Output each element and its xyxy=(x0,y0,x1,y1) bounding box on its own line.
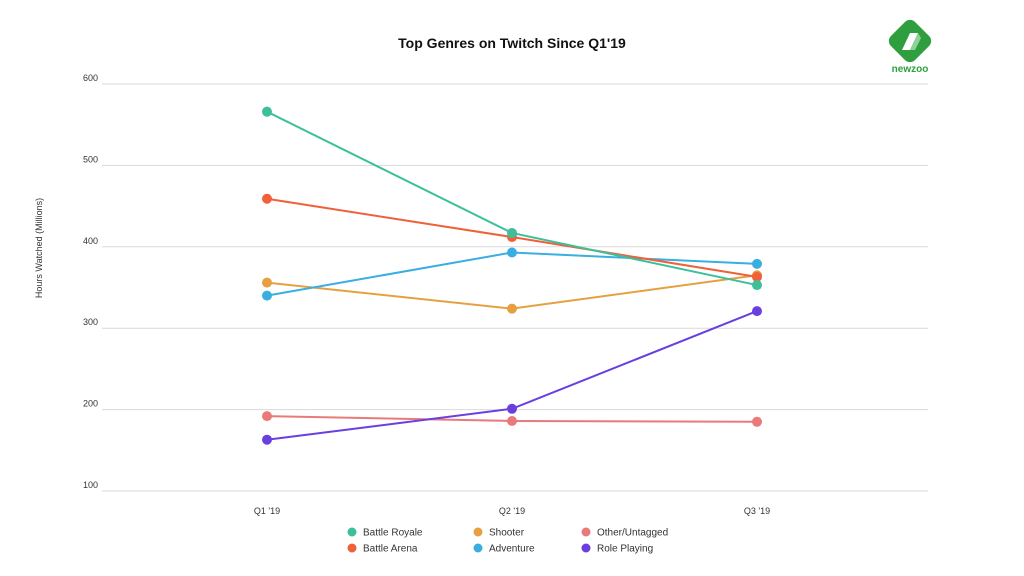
y-tick-label: 200 xyxy=(83,399,98,409)
legend-label: Adventure xyxy=(489,544,535,555)
data-point-adventure xyxy=(752,258,762,269)
chart-title: Top Genres on Twitch Since Q1'19 xyxy=(398,35,626,51)
logo-text: newzoo xyxy=(892,64,929,75)
legend-swatch xyxy=(347,543,357,553)
data-point-role-playing xyxy=(262,434,272,445)
series-group xyxy=(262,106,762,445)
newzoo-logo-icon xyxy=(888,19,932,63)
legend-label: Battle Arena xyxy=(363,544,418,555)
legend-label: Battle Royale xyxy=(363,528,423,539)
data-point-other-untagged xyxy=(262,411,272,422)
series-line-battle-royale xyxy=(266,110,758,287)
legend-item-shooter: Shooter xyxy=(473,527,525,539)
legend-item-battle-royale: Battle Royale xyxy=(347,527,423,539)
y-axis-label: Hours Watched (Millions) xyxy=(34,198,44,298)
legend-label: Shooter xyxy=(489,528,525,539)
legend-swatch xyxy=(581,527,591,537)
legend-label: Other/Untagged xyxy=(597,528,668,539)
legend-swatch xyxy=(581,543,591,553)
series-adventure xyxy=(262,247,762,301)
data-point-battle-arena xyxy=(752,271,762,282)
data-point-battle-royale xyxy=(507,227,517,238)
y-tick-label: 300 xyxy=(83,317,98,327)
data-point-adventure xyxy=(262,290,272,301)
data-point-battle-royale xyxy=(262,106,272,117)
data-point-shooter xyxy=(262,277,272,288)
legend-item-role-playing: Role Playing xyxy=(581,543,653,555)
legend-swatch xyxy=(473,527,483,537)
y-tick-label: 400 xyxy=(83,236,98,246)
series-shooter xyxy=(262,270,762,314)
x-axis-ticks: Q1 '19 Q2 '19 Q3 '19 xyxy=(254,506,770,516)
data-point-other-untagged xyxy=(507,415,517,426)
series-battle-royale xyxy=(262,106,762,291)
series-role-playing xyxy=(262,306,762,445)
series-line-adventure xyxy=(266,251,758,297)
legend: Battle Royale Shooter Other/Untagged Battle… xyxy=(347,527,668,555)
legend-item-adventure: Adventure xyxy=(473,543,535,555)
y-tick-label: 600 xyxy=(83,73,98,83)
y-tick-label: 500 xyxy=(83,154,98,164)
data-point-shooter xyxy=(507,303,517,314)
data-point-battle-arena xyxy=(262,193,272,204)
data-point-other-untagged xyxy=(752,416,762,427)
x-tick-label: Q2 '19 xyxy=(499,506,525,516)
x-tick-label: Q1 '19 xyxy=(254,506,280,516)
legend-swatch xyxy=(347,527,357,537)
series-other-untagged xyxy=(262,411,762,427)
y-axis-ticks: 100 200 300 400 500 600 xyxy=(83,73,98,490)
series-line-shooter xyxy=(266,274,758,310)
grid xyxy=(102,83,928,492)
x-tick-label: Q3 '19 xyxy=(744,506,770,516)
legend-label: Role Playing xyxy=(597,544,653,555)
legend-item-other-untagged: Other/Untagged xyxy=(581,527,668,539)
data-point-adventure xyxy=(507,247,517,258)
legend-swatch xyxy=(473,543,483,553)
data-point-battle-royale xyxy=(752,280,762,291)
data-point-role-playing xyxy=(752,306,762,317)
newzoo-logo: newzoo xyxy=(888,19,932,75)
legend-item-battle-arena: Battle Arena xyxy=(347,543,418,555)
y-tick-label: 100 xyxy=(83,480,98,490)
data-point-role-playing xyxy=(507,403,517,414)
